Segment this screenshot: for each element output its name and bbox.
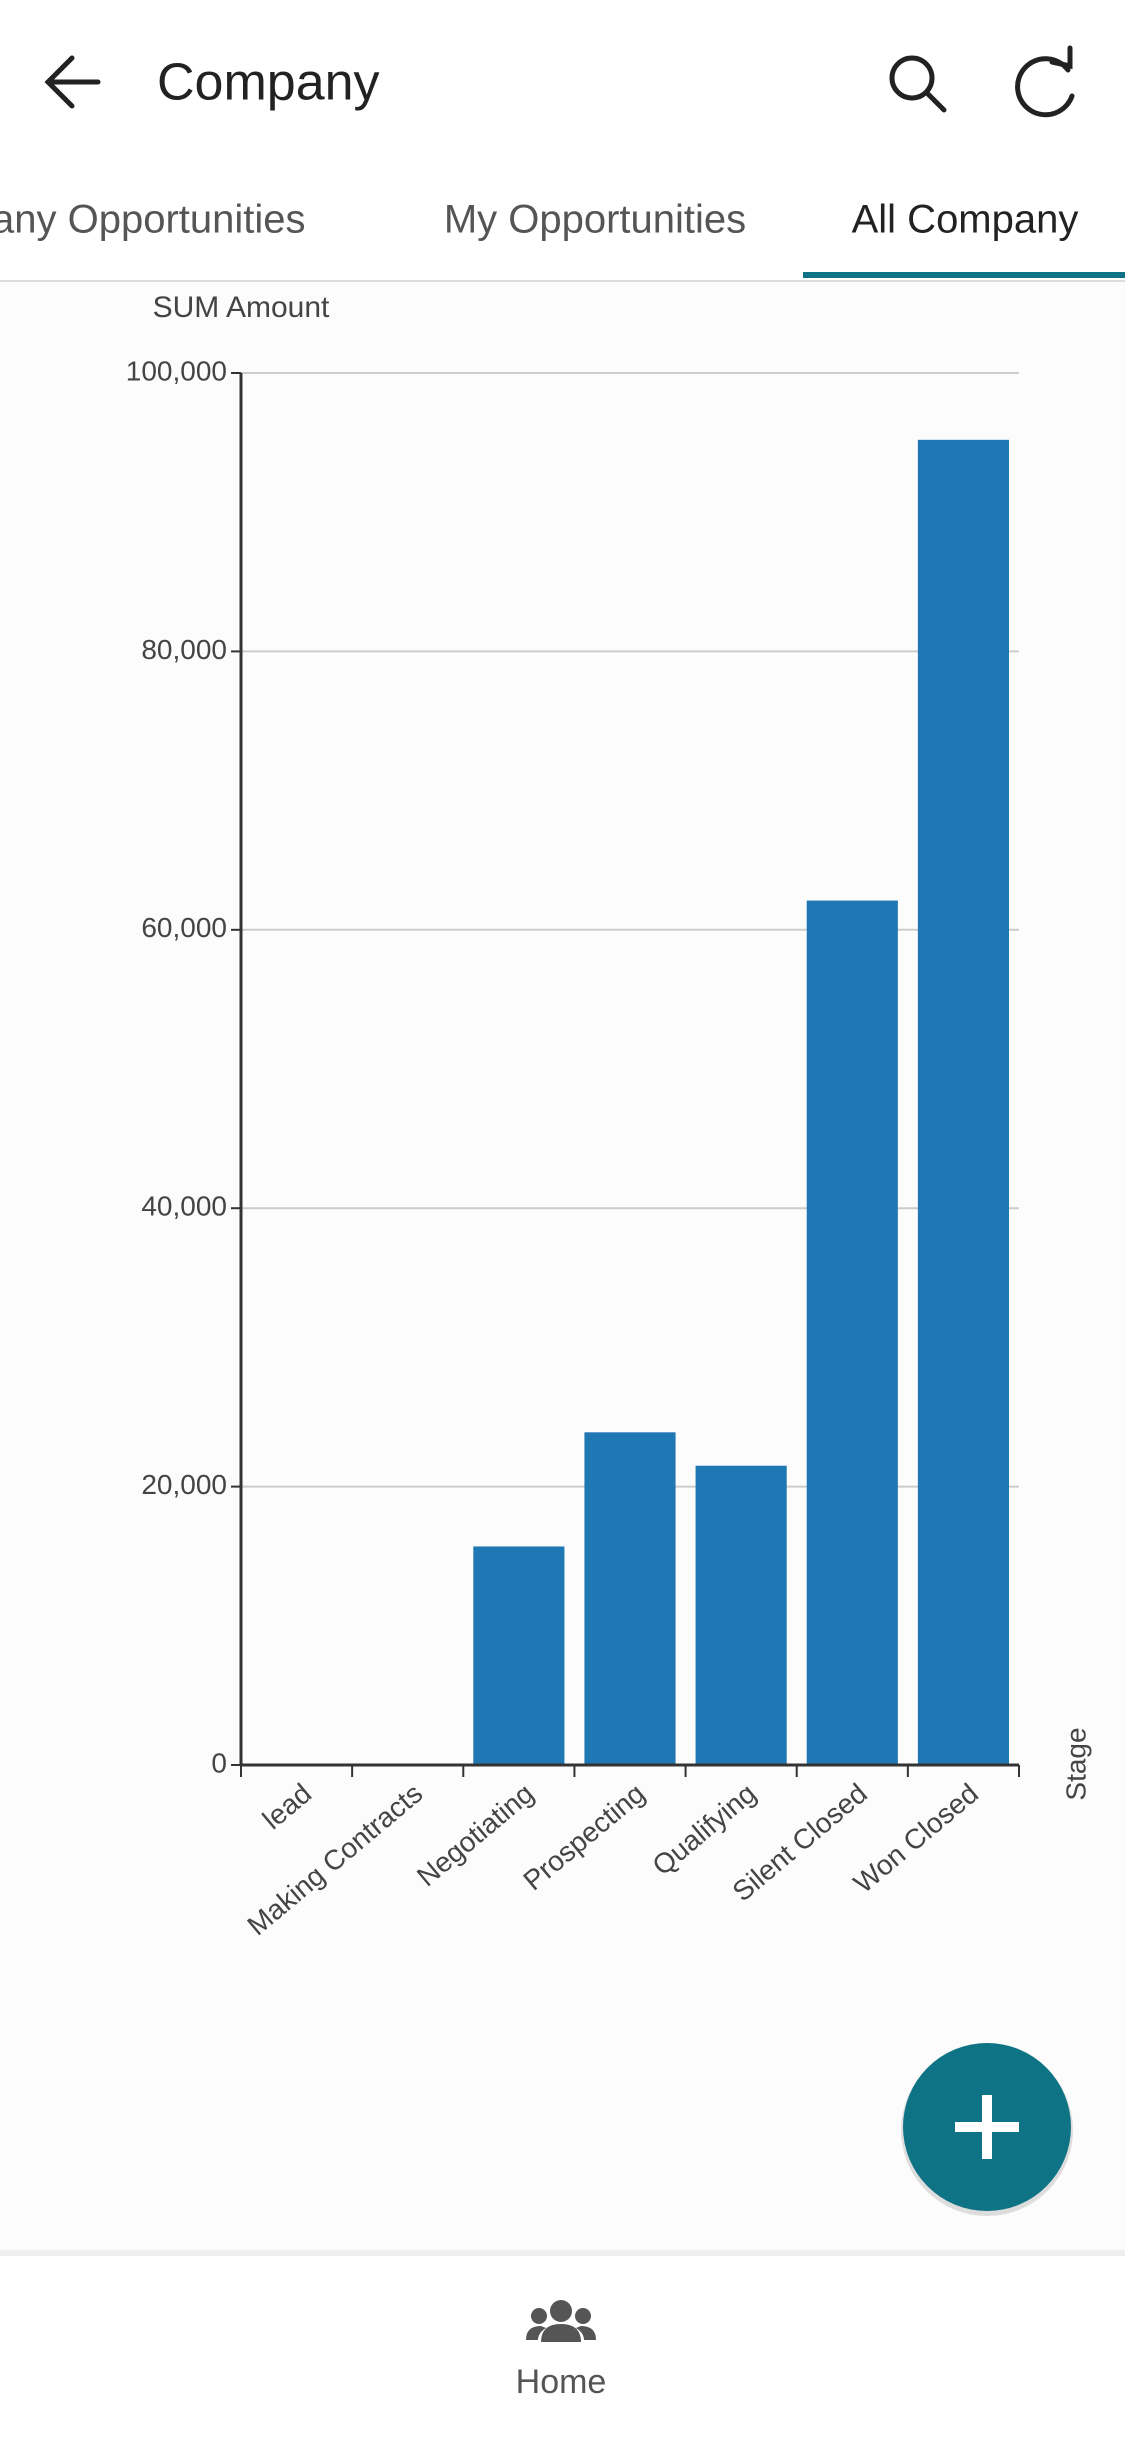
- bar: [584, 1432, 676, 1765]
- bar: [917, 439, 1009, 1765]
- home-icon[interactable]: [526, 2300, 596, 2342]
- bottom-nav: [0, 2256, 1125, 2436]
- y-tick-label: 20,000: [141, 1469, 227, 1500]
- tab-indicator: [803, 272, 1125, 278]
- tab-active[interactable]: All Company: [852, 198, 1079, 242]
- search-button[interactable]: [889, 55, 947, 113]
- header-title: Company: [157, 54, 380, 112]
- y-axis-title: SUM Amount: [153, 291, 330, 324]
- bar: [695, 1465, 787, 1765]
- x-axis-title: Stage: [1060, 1727, 1091, 1800]
- y-tick-label: 100,000: [126, 355, 227, 386]
- bar: [806, 900, 898, 1765]
- header-bg: [0, 0, 1125, 280]
- y-tick-label: 60,000: [141, 912, 227, 943]
- refresh-button[interactable]: [1015, 45, 1075, 118]
- add-button[interactable]: [901, 2043, 1073, 2216]
- back-button[interactable]: [44, 55, 101, 109]
- tab[interactable]: My Opportunities: [444, 198, 746, 242]
- tab[interactable]: any Opportunities: [0, 198, 306, 242]
- bar: [473, 1546, 565, 1765]
- nav-shadow: [0, 2250, 1125, 2256]
- y-tick-label: 0: [211, 1747, 227, 1778]
- nav-label[interactable]: Home: [516, 2363, 607, 2401]
- y-tick-label: 40,000: [141, 1191, 227, 1222]
- y-tick-label: 80,000: [141, 634, 227, 665]
